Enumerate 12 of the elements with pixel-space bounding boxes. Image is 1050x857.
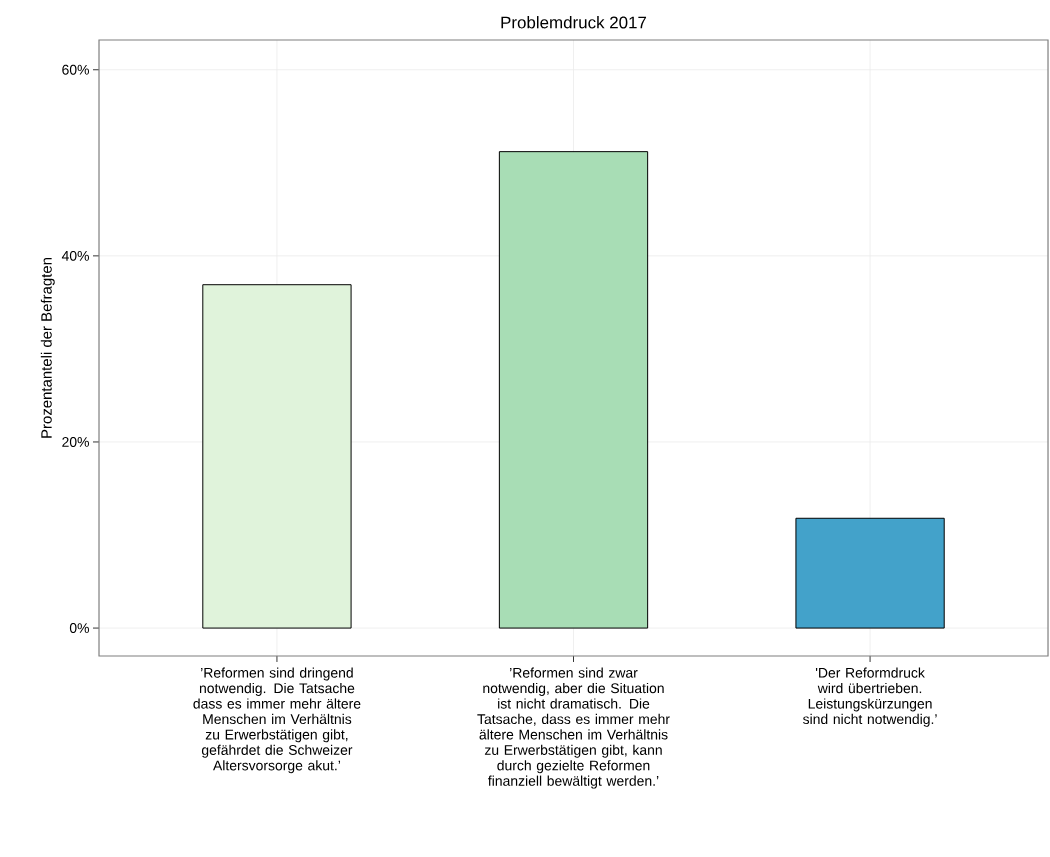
bar	[498, 151, 649, 629]
x-tick-label: ’Reformen sind zwar notwendig, aber die Situation ist nicht dramatisch. Die Tatsache, dass es immer mehr ältere Menschen im Verhältnis zu Erwerbstätigen gibt, kann durch gezielte Reformen finanziell bewältigt werden.’	[477, 667, 670, 789]
y-axis-title: Prozentanteli der Befragten	[40, 258, 55, 438]
y-tick-label: 0%	[69, 623, 89, 634]
bar	[202, 284, 352, 629]
x-tick-label: ’Reformen sind dringend notwendig. Die Tatsache dass es immer mehr ältere Menschen im Verhältnis zu Erwerbstätigen gibt, gefährdet die Schweizer Altersvorsorge akut.’	[193, 667, 361, 774]
chart-title: Problemdruck 2017	[501, 16, 647, 29]
x-tick-label: 'Der Reformdruck wird übertrieben. Leistungskürzungen sind nicht notwendig.’	[803, 667, 937, 727]
y-tick-label: 40%	[61, 250, 89, 261]
bar	[795, 517, 945, 629]
y-tick-label: 20%	[62, 437, 89, 447]
y-tick-label: 60%	[62, 64, 89, 75]
